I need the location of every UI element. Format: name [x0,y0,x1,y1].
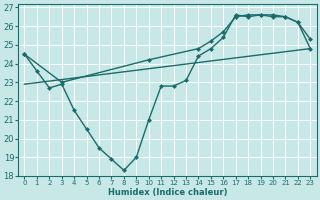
X-axis label: Humidex (Indice chaleur): Humidex (Indice chaleur) [108,188,227,197]
